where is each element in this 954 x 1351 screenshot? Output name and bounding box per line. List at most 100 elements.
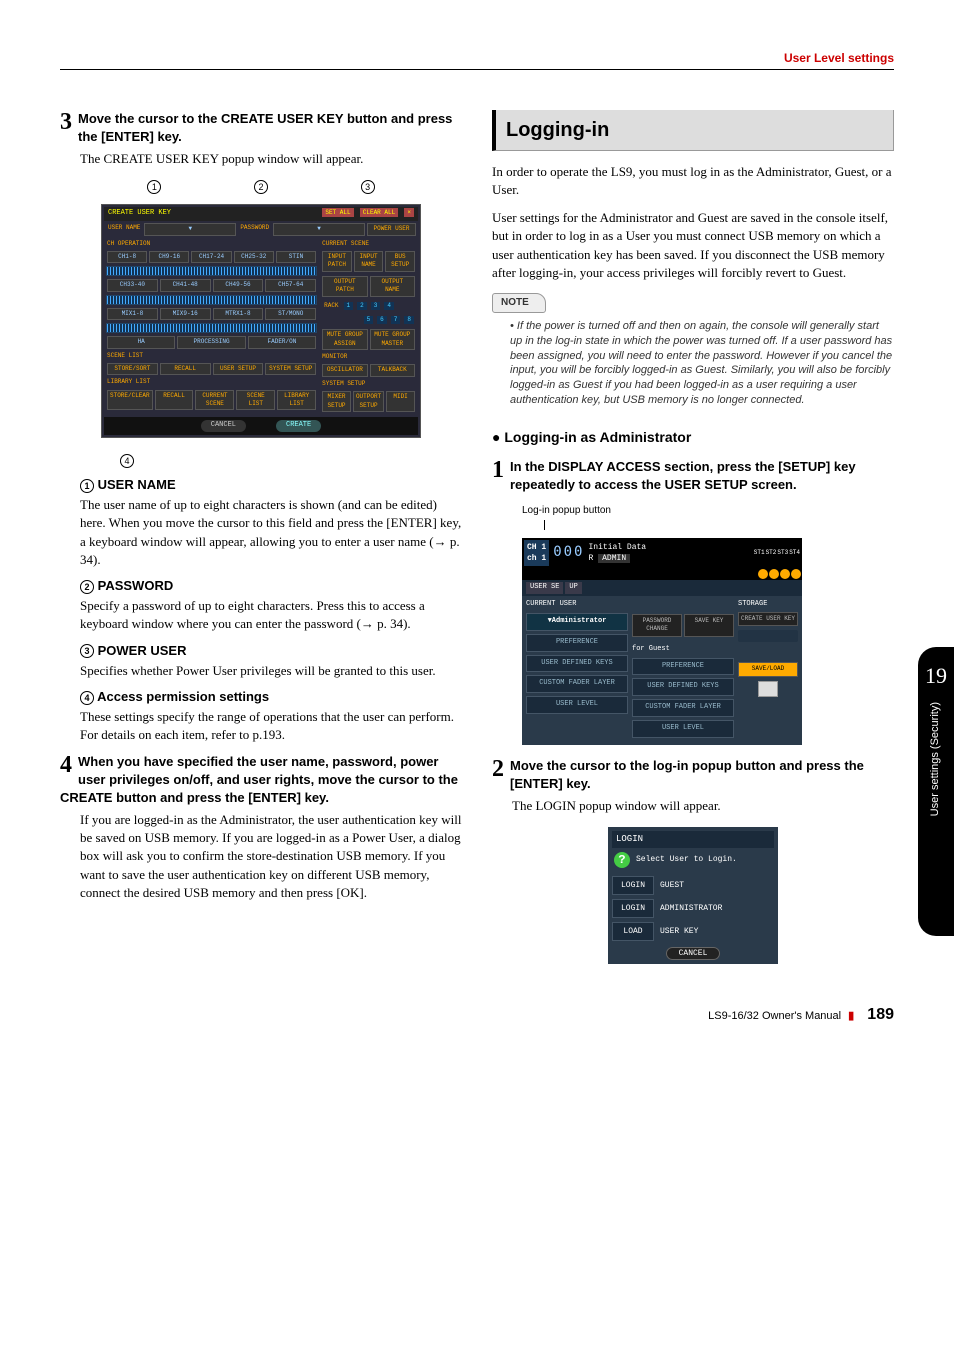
- load-user-key-button[interactable]: LOAD: [612, 922, 654, 941]
- ch-group[interactable]: CH1-8: [107, 251, 147, 263]
- mute-assign-button[interactable]: MUTE GROUP ASSIGN: [322, 329, 367, 350]
- user-defined-keys-button[interactable]: USER DEFINED KEYS: [526, 655, 628, 673]
- user-name-field[interactable]: ▼: [144, 223, 236, 235]
- ch-group[interactable]: CH17-24: [191, 251, 231, 263]
- rack-num[interactable]: 6: [377, 316, 387, 324]
- power-user-button[interactable]: POWER USER: [367, 223, 416, 235]
- mixer-setup-button[interactable]: MIXER SETUP: [322, 391, 351, 412]
- input-patch-button[interactable]: INPUT PATCH: [322, 251, 352, 272]
- store-clear-button[interactable]: STORE/CLEAR: [107, 390, 153, 411]
- row-label[interactable]: PROCESSING: [177, 336, 245, 348]
- ch-group[interactable]: CH33-40: [107, 279, 158, 291]
- knob-icon[interactable]: [758, 569, 768, 579]
- chapter-label: User settings (Security): [928, 702, 943, 816]
- output-name-button[interactable]: OUTPUT NAME: [370, 276, 415, 297]
- ch-group[interactable]: CH57-64: [265, 279, 316, 291]
- rack-num[interactable]: 7: [391, 316, 401, 324]
- user-name-label: USER NAME: [106, 223, 142, 235]
- mute-master-button[interactable]: MUTE GROUP MASTER: [370, 329, 415, 350]
- create-user-key-button[interactable]: CREATE USER KEY: [738, 612, 798, 626]
- talkback-button[interactable]: TALKBACK: [370, 364, 415, 376]
- create-user-key-popup: CREATE USER KEY SET ALL CLEAR ALL × USER…: [101, 204, 421, 437]
- clear-all-button[interactable]: CLEAR ALL: [360, 208, 398, 217]
- cancel-button[interactable]: CANCEL: [201, 420, 246, 432]
- login-admin-label: ADMINISTRATOR: [660, 903, 722, 914]
- ch-indicator: CH 1ch 1: [524, 540, 549, 566]
- current-user-label: CURRENT USER: [526, 600, 628, 610]
- user-setup-button[interactable]: USER SETUP: [213, 363, 264, 375]
- rack-num[interactable]: 4: [384, 302, 394, 310]
- chapter-number: 19: [918, 661, 954, 692]
- recall-button[interactable]: RECALL: [160, 363, 211, 375]
- ch-group[interactable]: MIX1-8: [107, 308, 158, 320]
- rack-label: RACK: [322, 301, 340, 311]
- scene-number: 000: [553, 543, 584, 563]
- ch-group[interactable]: CH49-56: [213, 279, 264, 291]
- row-label[interactable]: HA: [107, 336, 175, 348]
- usb-icon: [738, 630, 798, 642]
- knob-icon[interactable]: [769, 569, 779, 579]
- login-admin-button[interactable]: LOGIN: [612, 899, 654, 918]
- tab-up[interactable]: UP: [565, 582, 581, 594]
- sec2-num: 2: [80, 580, 94, 594]
- library-list-label: LIBRARY LIST: [105, 377, 318, 387]
- rack-num[interactable]: 8: [404, 316, 414, 324]
- store-sort-button[interactable]: STORE/SORT: [107, 363, 158, 375]
- system-setup-button[interactable]: SYSTEM SETUP: [265, 363, 316, 375]
- callout-3: 3: [361, 180, 375, 194]
- ch-group[interactable]: ST/MONO: [265, 308, 316, 320]
- fader-bars: [106, 266, 317, 276]
- knob-icon[interactable]: [780, 569, 790, 579]
- storage-label: STORAGE: [738, 600, 798, 610]
- custom-fader-layer-button[interactable]: CUSTOM FADER LAYER: [526, 675, 628, 693]
- knob-icon[interactable]: [791, 569, 801, 579]
- library-list-button[interactable]: LIBRARY LIST: [277, 390, 316, 411]
- password-field[interactable]: ▼: [273, 223, 365, 235]
- row-label[interactable]: FADER/ON: [248, 336, 316, 348]
- user-level-guest-button[interactable]: USER LEVEL: [632, 720, 734, 738]
- bus-setup-button[interactable]: BUS SETUP: [385, 251, 415, 272]
- user-level-button[interactable]: USER LEVEL: [526, 696, 628, 714]
- current-scene-button[interactable]: CURRENT SCENE: [195, 390, 234, 411]
- preference-guest-button[interactable]: PREFERENCE: [632, 658, 734, 676]
- ch-group[interactable]: MIX9-16: [160, 308, 211, 320]
- step4-num: 4: [60, 753, 72, 777]
- ch-group[interactable]: MTRX1-8: [213, 308, 264, 320]
- rack-num[interactable]: 1: [344, 302, 354, 310]
- login-guest-button[interactable]: LOGIN: [612, 876, 654, 895]
- output-setup-button[interactable]: OUTPORT SETUP: [353, 391, 384, 412]
- login-cancel-button[interactable]: CANCEL: [666, 947, 721, 960]
- oscillator-button[interactable]: OSCILLATOR: [322, 364, 367, 376]
- note-body: • If the power is turned off and then on…: [492, 319, 894, 408]
- sec2-body: Specify a password of up to eight charac…: [60, 597, 462, 633]
- ch-group[interactable]: CH25-32: [234, 251, 274, 263]
- scene-list-button[interactable]: SCENE LIST: [236, 390, 275, 411]
- login-popup-button[interactable]: ▼Administrator: [526, 613, 628, 631]
- output-patch-button[interactable]: OUTPUT PATCH: [322, 276, 367, 297]
- tab-user-setup[interactable]: USER SE: [526, 582, 563, 594]
- input-name-button[interactable]: INPUT NAME: [354, 251, 384, 272]
- close-icon[interactable]: ×: [404, 208, 414, 217]
- ch-group[interactable]: CH41-48: [160, 279, 211, 291]
- custom-fader-layer-guest-button[interactable]: CUSTOM FADER LAYER: [632, 699, 734, 717]
- user-defined-keys-guest-button[interactable]: USER DEFINED KEYS: [632, 678, 734, 696]
- password-change-button[interactable]: PASSWORD CHANGE: [632, 614, 682, 637]
- note-label: NOTE: [492, 293, 546, 313]
- recall-button[interactable]: RECALL: [155, 390, 194, 411]
- ch-group[interactable]: STIN: [276, 251, 316, 263]
- rack-num[interactable]: 3: [371, 302, 381, 310]
- set-all-button[interactable]: SET ALL: [322, 208, 353, 217]
- create-button[interactable]: CREATE: [276, 420, 321, 432]
- save-load-button[interactable]: SAVE/LOAD: [738, 662, 798, 676]
- save-key-button[interactable]: SAVE KEY: [684, 614, 734, 637]
- for-guest-label: for Guest: [632, 645, 734, 655]
- right-p2: User settings for the Administrator and …: [492, 209, 894, 282]
- sec4-heading: Access permission settings: [97, 689, 269, 704]
- page-number: 189: [867, 1006, 894, 1023]
- midi-button[interactable]: MIDI: [386, 391, 415, 412]
- rack-num[interactable]: 5: [364, 316, 374, 324]
- ch-group[interactable]: CH9-16: [149, 251, 189, 263]
- preference-button[interactable]: PREFERENCE: [526, 634, 628, 652]
- rack-num[interactable]: 2: [357, 302, 367, 310]
- step3-num: 3: [60, 110, 72, 134]
